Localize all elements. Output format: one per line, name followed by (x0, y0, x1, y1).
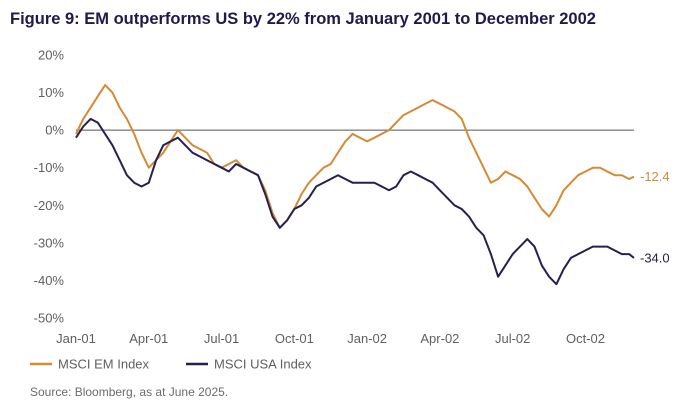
msci-em-index-line (75, 84, 635, 229)
x-tick-label: Oct-02 (566, 331, 605, 346)
y-tick-label: 10% (38, 85, 64, 100)
y-tick-label: -50% (34, 311, 65, 326)
x-tick-label: Apr-01 (129, 331, 168, 346)
msci-usa-index-end-label: -34.0 (640, 250, 670, 265)
series-lines (75, 84, 635, 286)
x-tick-label: Apr-02 (420, 331, 459, 346)
x-tick-label: Jan-01 (56, 331, 96, 346)
msci-em-index-end-label: -12.4 (640, 169, 670, 184)
legend: MSCI EM Index MSCI USA Index (30, 357, 312, 372)
x-tick-label: Oct-01 (275, 331, 314, 346)
x-tick-label: Jan-02 (347, 331, 387, 346)
y-tick-label: 0% (45, 123, 64, 138)
y-tick-label: 20% (38, 48, 64, 63)
x-tick-label: Jul-01 (204, 331, 239, 346)
y-tick-label: -10% (34, 160, 65, 175)
y-tick-label: -20% (34, 198, 65, 213)
chart-title: Figure 9: EM outperforms US by 22% from … (10, 10, 596, 28)
y-tick-label: -30% (34, 235, 65, 250)
x-axis-ticks: Jan-01 Apr-01 Jul-01 Oct-01 Jan-02 Apr-02 Jul-… (56, 331, 605, 346)
x-tick-label: Jul-02 (495, 331, 530, 346)
msci-em-index-legend-label: MSCI EM Index (58, 357, 150, 372)
y-tick-label: -40% (34, 273, 65, 288)
msci-usa-index-line (75, 117, 635, 286)
source-note: Source: Bloomberg, as at June 2025. (30, 385, 229, 399)
y-axis-ticks: 20% 10% 0% -10% -20% -30% -40% -50% (34, 48, 65, 326)
msci-usa-index-legend-label: MSCI USA Index (214, 357, 312, 372)
series-end-labels: -12.4 -34.0 (640, 169, 670, 265)
